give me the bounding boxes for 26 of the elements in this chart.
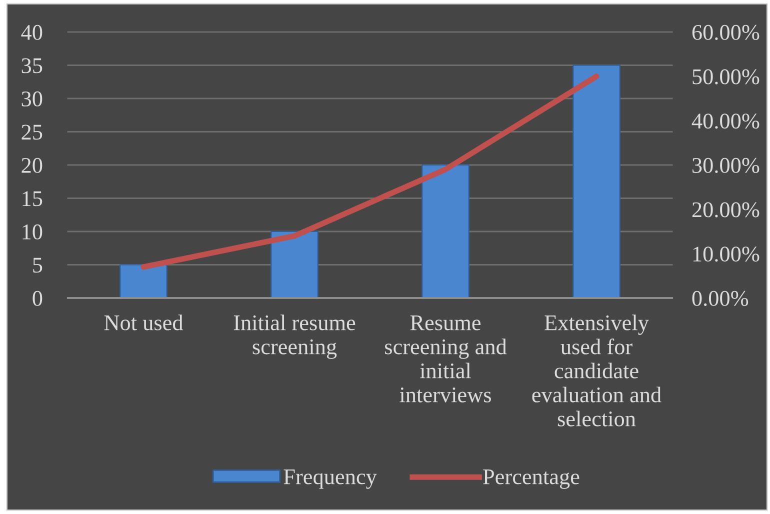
y2-tick-label: 20.00% (692, 202, 760, 218)
x-tick-label: Resume screening and initial interviews (385, 316, 507, 402)
y2-tick-label: 0.00% (692, 290, 748, 306)
y2-tick-label: 40.00% (692, 114, 760, 129)
bar (120, 264, 168, 298)
y-tick-label: 15 (22, 191, 42, 206)
y2-tick-label: 10.00% (693, 246, 760, 262)
y-tick-label: 40 (21, 24, 42, 40)
x-tick-label: Initial resume screening (234, 314, 356, 359)
legend-label: Frequency (284, 470, 377, 489)
y-tick-label: 30 (22, 91, 42, 106)
bar (270, 230, 318, 298)
legend-label: Percentage (483, 470, 580, 489)
bar (572, 64, 620, 298)
y-tick-label: 35 (22, 58, 42, 74)
y2-tick-label: 30.00% (692, 158, 760, 174)
y-tick-label: 0 (32, 290, 42, 306)
y2-tick-label: 50.00% (692, 69, 760, 84)
y-tick-label: 25 (22, 124, 42, 140)
y-tick-label: 20 (22, 158, 42, 173)
bar (422, 164, 470, 298)
y-tick-label: 10 (22, 224, 42, 240)
x-tick-label: Extensively used for candidate evaluation and selection (532, 314, 662, 426)
y-tick-label: 5 (33, 258, 42, 273)
y2-tick-label: 60.00% (692, 24, 760, 40)
x-tick-label: Not used (104, 314, 184, 330)
